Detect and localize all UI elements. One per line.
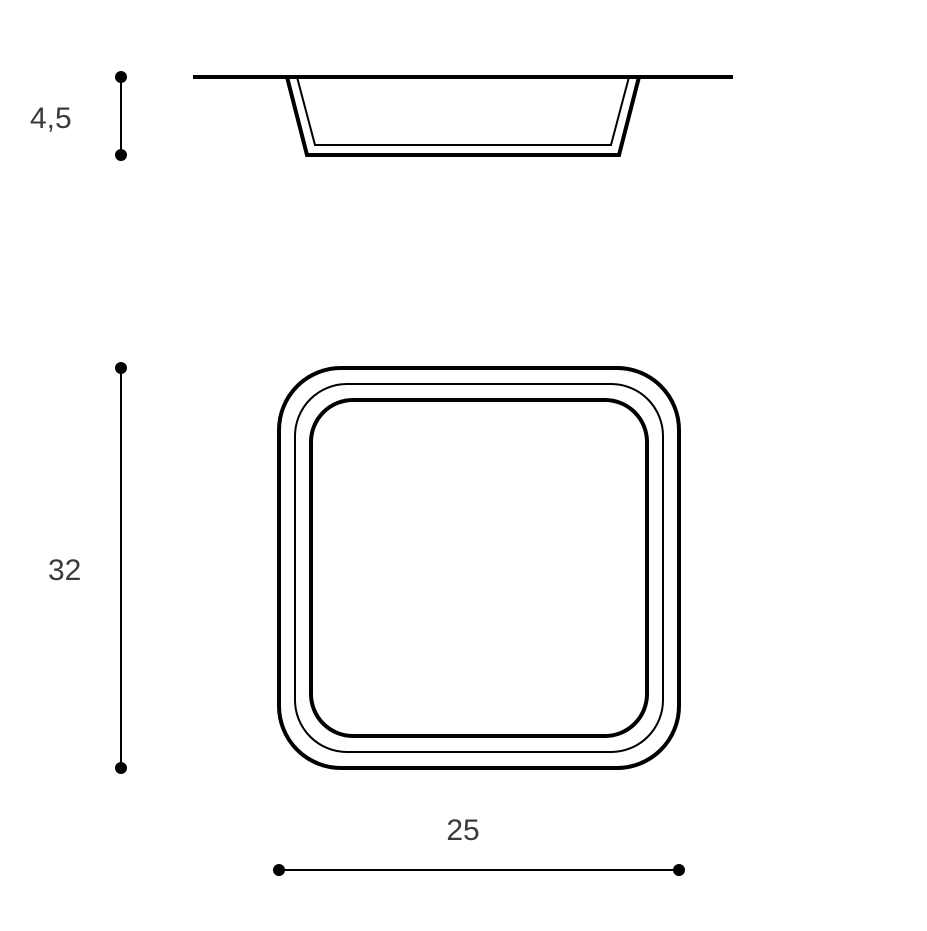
dim-depth-label: 32 [48, 554, 81, 587]
plan-outer-square [279, 368, 679, 768]
side-elevation [193, 77, 733, 155]
side-inner-body [297, 77, 629, 145]
dimension-depth: 32 [48, 362, 127, 774]
dimension-height: 4,5 [30, 71, 127, 161]
dim-depth-dot-bottom [115, 762, 127, 774]
dim-height-label: 4,5 [30, 102, 72, 135]
dim-height-dot-top [115, 71, 127, 83]
side-outer-body [287, 77, 639, 155]
dim-width-label: 25 [446, 814, 479, 847]
plan-mid-square [295, 384, 663, 752]
plan-inner-square [311, 400, 647, 736]
dim-depth-dot-top [115, 362, 127, 374]
dimension-width: 25 [273, 814, 685, 876]
dim-width-dot-right [673, 864, 685, 876]
dim-width-dot-left [273, 864, 285, 876]
technical-drawing: 4,5 32 25 [0, 0, 927, 931]
dim-height-dot-bottom [115, 149, 127, 161]
plan-view [279, 368, 679, 768]
